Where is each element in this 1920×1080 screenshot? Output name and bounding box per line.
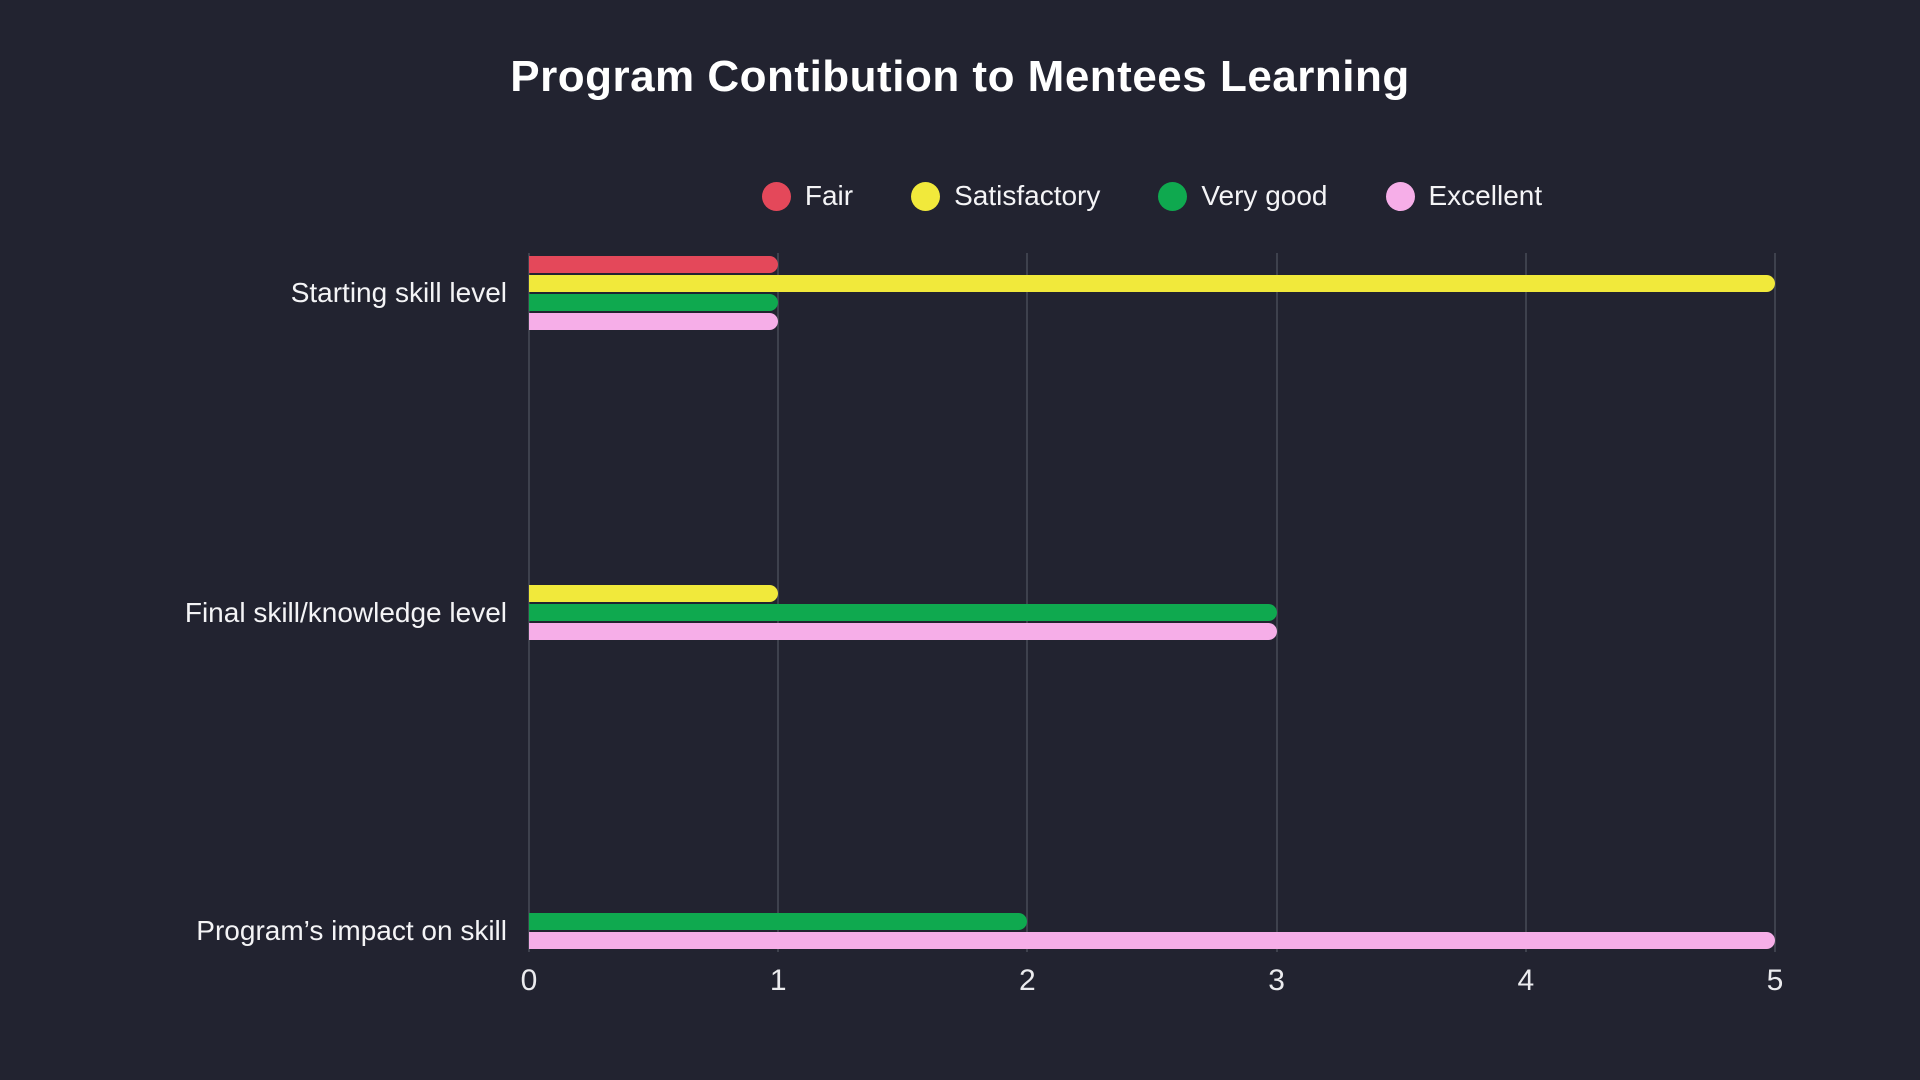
category-label-1: Final skill/knowledge level <box>184 596 507 628</box>
legend-item-excellent[interactable]: Excellent <box>1385 180 1543 212</box>
legend-label: Fair <box>804 180 854 211</box>
x-tick-label-5: 5 <box>1766 964 1784 997</box>
category-label-0: Starting skill level <box>290 277 507 308</box>
gridline-x-4 <box>1524 253 1527 952</box>
legend-swatch-icon <box>1385 181 1415 211</box>
bar-very-good-cat0 <box>529 294 779 311</box>
gridline-x-1 <box>777 253 780 952</box>
x-tick-label-0: 0 <box>520 964 538 997</box>
legend-item-very-good[interactable]: Very good <box>1158 180 1328 212</box>
legend: Fair Satisfactory Very good Excellent <box>529 172 1775 220</box>
gridline-x-3 <box>1275 253 1278 952</box>
legend-item-satisfactory[interactable]: Satisfactory <box>911 180 1100 212</box>
bar-satisfactory-cat0 <box>529 275 1775 292</box>
bar-fair-cat0 <box>529 256 779 273</box>
bar-satisfactory-cat1 <box>529 585 779 602</box>
gridline-x-5 <box>1774 253 1776 952</box>
gridline-x-0 <box>528 253 530 952</box>
x-tick-label-4: 4 <box>1517 964 1535 997</box>
legend-item-fair[interactable]: Fair <box>761 180 854 212</box>
legend-label: Very good <box>1201 180 1328 211</box>
x-tick-label-3: 3 <box>1268 964 1285 997</box>
chart-title: Program Contibution to Mentees Learning <box>510 52 1410 101</box>
legend-label: Excellent <box>1428 180 1543 211</box>
legend-swatch-icon <box>1158 181 1188 211</box>
legend-swatch-icon <box>911 181 941 211</box>
legend-swatch-icon <box>761 181 791 211</box>
gridline-x-2 <box>1026 253 1029 952</box>
bar-excellent-cat1 <box>529 623 1277 640</box>
bar-excellent-cat2 <box>529 932 1775 949</box>
bar-excellent-cat0 <box>529 313 779 330</box>
x-tick-label-1: 1 <box>769 964 787 997</box>
category-label-2: Program’s impact on skill <box>196 915 507 946</box>
x-tick-label-2: 2 <box>1019 964 1036 997</box>
legend-label: Satisfactory <box>954 180 1101 211</box>
plot-area: 0 1 2 3 4 5 Starting skill level Final skill/kn… <box>185 253 1783 997</box>
bar-very-good-cat1 <box>529 604 1277 621</box>
bar-very-good-cat2 <box>529 913 1028 930</box>
